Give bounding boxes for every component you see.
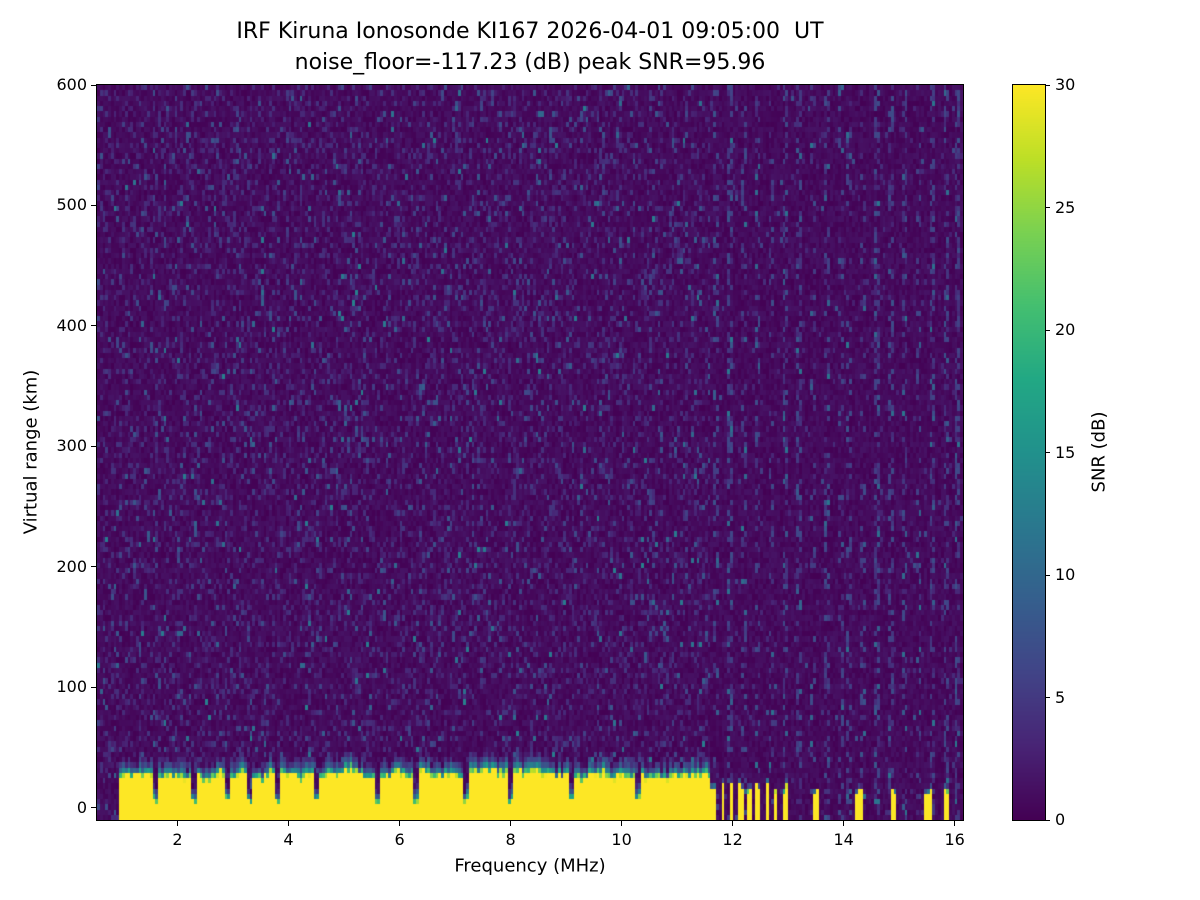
colorbar-tick-label: 25: [1055, 197, 1076, 217]
colorbar-tick-mark: [1046, 329, 1050, 331]
ionogram-heatmap: [97, 85, 963, 820]
colorbar-gradient: [1013, 85, 1045, 820]
x-tick-label: 8: [505, 830, 516, 849]
y-tick-mark: [91, 686, 96, 688]
colorbar-tick-label: 30: [1055, 75, 1076, 94]
x-tick-mark: [621, 821, 623, 826]
colorbar-tick-mark: [1046, 574, 1050, 576]
y-tick-mark: [91, 807, 96, 809]
x-tick-label: 6: [394, 830, 405, 849]
y-tick-label: 400: [56, 315, 87, 335]
x-tick-mark: [954, 821, 956, 826]
y-tick-mark: [91, 325, 96, 327]
x-tick-label: 2: [172, 830, 183, 849]
x-tick-label: 12: [722, 830, 743, 849]
colorbar-tick-mark: [1046, 697, 1050, 698]
y-tick-label: 0: [76, 797, 87, 817]
chart-title: IRF Kiruna Ionosonde KI167 2026-04-01 09…: [97, 16, 963, 78]
colorbar-tick-mark: [1046, 819, 1050, 821]
colorbar-tick-label: 20: [1055, 320, 1076, 339]
y-tick-mark: [91, 566, 96, 568]
x-tick-mark: [843, 821, 845, 826]
x-tick-mark: [399, 821, 401, 826]
y-tick-label: 100: [56, 677, 87, 697]
colorbar-tick-mark: [1046, 84, 1050, 86]
x-tick-label: 4: [283, 830, 294, 849]
colorbar-tick-label: 15: [1055, 442, 1076, 462]
plot-area: [96, 84, 964, 821]
x-tick-label: 14: [833, 830, 854, 849]
chart-title-line1: IRF Kiruna Ionosonde KI167 2026-04-01 09…: [236, 19, 824, 44]
colorbar-tick-mark: [1046, 207, 1050, 208]
x-tick-mark: [176, 821, 178, 826]
x-tick-label: 10: [611, 830, 632, 849]
x-axis-label: Frequency (MHz): [454, 855, 606, 877]
y-tick-label: 500: [56, 195, 87, 215]
colorbar: [1012, 84, 1046, 821]
x-tick-mark: [288, 821, 290, 826]
colorbar-tick-label: 0: [1055, 810, 1066, 829]
colorbar-tick-label: 5: [1055, 687, 1066, 707]
y-tick-mark: [91, 84, 96, 86]
colorbar-tick-mark: [1046, 452, 1050, 453]
y-tick-label: 600: [56, 75, 87, 94]
x-tick-label: 16: [944, 830, 965, 849]
y-tick-label: 200: [56, 556, 87, 576]
y-tick-label: 300: [56, 436, 87, 456]
y-tick-mark: [91, 204, 96, 206]
colorbar-tick-label: 10: [1055, 565, 1076, 584]
x-tick-mark: [510, 821, 512, 826]
chart-title-line2: noise_floor=-117.23 (dB) peak SNR=95.96: [294, 50, 766, 75]
x-tick-mark: [732, 821, 734, 826]
y-tick-mark: [91, 445, 96, 447]
